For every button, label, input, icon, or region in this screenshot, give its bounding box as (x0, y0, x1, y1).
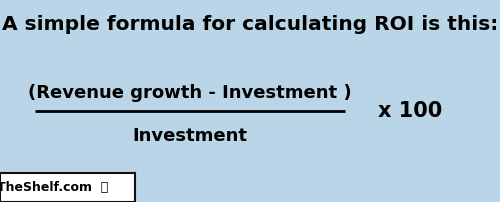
Text: A simple formula for calculating ROI is this:: A simple formula for calculating ROI is … (2, 15, 498, 34)
Bar (0, 173, 135, 202)
Text: x 100: x 100 (378, 101, 442, 121)
Text: Investment: Investment (132, 127, 248, 145)
Text: TheShelf.com  Ⓢ: TheShelf.com Ⓢ (0, 181, 108, 194)
Text: (Revenue growth - Investment ): (Revenue growth - Investment ) (28, 84, 352, 102)
